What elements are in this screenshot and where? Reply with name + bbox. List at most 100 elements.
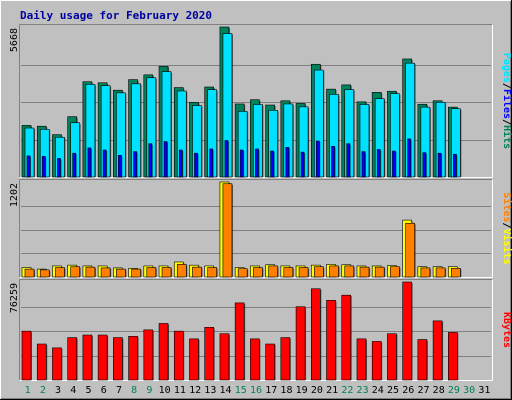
bar-kbytes-day-23 — [356, 338, 367, 381]
x-tick-label: 16 — [250, 385, 262, 396]
chart-title: Daily usage for February 2020 — [20, 9, 212, 22]
bar-pages-day-16 — [255, 148, 259, 178]
bar-kbytes-day-24 — [371, 341, 382, 381]
x-tick-label: 2 — [40, 385, 46, 396]
x-tick-label: 31 — [478, 385, 490, 396]
bar-pages-day-1 — [26, 155, 31, 178]
x-tick-label: 11 — [174, 385, 186, 396]
panel-kbytes: 76259 KBytes — [9, 279, 512, 381]
x-tick-label: 30 — [463, 385, 475, 396]
x-tick-label: 18 — [280, 385, 292, 396]
bar-sites-day-2 — [39, 269, 50, 278]
bar-sites-day-8 — [131, 268, 141, 278]
bar-kbytes-day-12 — [189, 338, 199, 381]
x-tick-label: 9 — [146, 385, 152, 396]
bar-kbytes-day-4 — [67, 337, 77, 381]
bar-pages-day-25 — [392, 150, 396, 178]
x-tick-label: 5 — [86, 385, 92, 396]
bar-kbytes-day-5 — [82, 334, 93, 381]
x-tick-label: 13 — [204, 385, 216, 396]
x-tick-label: 6 — [101, 385, 107, 396]
side-label-part: KBytes — [501, 312, 512, 348]
x-tick-label: 22 — [341, 385, 353, 396]
bar-sites-day-5 — [85, 266, 96, 278]
bar-kbytes-day-19 — [295, 306, 306, 381]
bar-kbytes-day-29 — [448, 332, 458, 381]
bar-kbytes-day-11 — [173, 330, 184, 381]
bar-kbytes-day-21 — [326, 300, 336, 381]
side-label-part: / — [501, 83, 512, 89]
bar-sites-day-22 — [344, 265, 355, 278]
bar-sites-day-16 — [253, 267, 263, 278]
panel-visits-side-label: Sites/Visits — [501, 192, 512, 264]
bar-kbytes-day-22 — [341, 294, 352, 381]
x-tick-label: 1 — [25, 385, 31, 396]
bar-sites-day-28 — [435, 267, 446, 278]
bar-pages-day-23 — [361, 151, 366, 178]
x-tick-label: 8 — [131, 385, 137, 396]
bar-sites-day-18 — [283, 267, 294, 278]
bar-sites-day-4 — [70, 266, 80, 278]
bar-sites-day-10 — [161, 267, 172, 278]
bar-kbytes-day-28 — [432, 320, 443, 381]
bar-sites-day-9 — [146, 267, 157, 278]
bar-kbytes-day-27 — [417, 339, 428, 381]
bar-pages-day-11 — [178, 149, 183, 178]
bar-pages-day-18 — [285, 147, 290, 178]
bar-pages-day-24 — [376, 149, 381, 178]
bar-sites-day-21 — [329, 265, 339, 278]
bar-sites-day-13 — [207, 267, 218, 278]
bar-pages-day-5 — [87, 147, 92, 178]
bar-kbytes-day-17 — [265, 343, 275, 381]
panel-hits: 5668 Pages/Files/Hits — [9, 24, 512, 178]
bar-kbytes-day-25 — [387, 333, 397, 381]
bar-pages-day-10 — [163, 141, 168, 178]
side-label-part: Files — [501, 89, 512, 119]
x-tick-label: 21 — [326, 385, 338, 396]
bar-kbytes-day-14 — [219, 333, 230, 381]
bar-pages-day-21 — [331, 146, 335, 178]
bar-sites-day-25 — [390, 266, 400, 278]
panel-visits-bars — [21, 181, 462, 278]
panel-hits-ymax-label: 5668 — [9, 28, 20, 52]
panel-visits-plot-area — [20, 180, 492, 277]
bar-kbytes-day-26 — [402, 281, 412, 381]
bar-kbytes-day-1 — [21, 330, 32, 381]
bar-sites-day-23 — [359, 266, 370, 278]
x-tick-label: 29 — [448, 385, 460, 396]
bar-pages-day-4 — [72, 152, 76, 178]
x-tick-label: 19 — [296, 385, 308, 396]
x-tick-label: 3 — [55, 385, 61, 396]
bar-kbytes-day-2 — [36, 343, 47, 381]
x-tick-label: 28 — [433, 385, 445, 396]
side-label-part: Pages — [501, 53, 512, 83]
panel-kbytes-ymax-label: 76259 — [9, 283, 20, 313]
bar-pages-day-7 — [118, 154, 122, 178]
bar-kbytes-day-18 — [280, 337, 291, 381]
x-tick-label: 26 — [402, 385, 414, 396]
panel-hits-bars — [21, 26, 462, 178]
bar-pages-day-14 — [224, 140, 229, 178]
x-tick-label: 25 — [387, 385, 399, 396]
bar-kbytes-day-7 — [113, 337, 123, 381]
bar-kbytes-day-15 — [234, 302, 245, 381]
bar-kbytes-day-6 — [97, 334, 108, 381]
side-label-part: / — [501, 222, 512, 228]
side-label-part: / — [501, 119, 512, 125]
x-tick-label: 7 — [116, 385, 122, 396]
bar-sites-day-6 — [100, 267, 111, 278]
bar-pages-day-13 — [209, 148, 214, 178]
bar-sites-day-14 — [222, 183, 233, 278]
bar-sites-day-17 — [268, 265, 278, 278]
x-tick-label: 27 — [417, 385, 429, 396]
bar-sites-day-20 — [313, 266, 324, 278]
bar-pages-day-3 — [57, 158, 61, 178]
panel-visits: 1202 Sites/Visits — [9, 179, 512, 278]
panel-hits-side-label: Pages/Files/Hits — [501, 53, 512, 149]
x-axis-ticks: 1 2 3 4 5 6 7 8 9 10 11 12 13 14 15 16 17 18 19 20 21 22 23 24 2… — [25, 385, 491, 396]
bar-sites-day-7 — [116, 268, 126, 278]
bar-sites-day-24 — [374, 266, 385, 278]
x-tick-label: 12 — [189, 385, 201, 396]
